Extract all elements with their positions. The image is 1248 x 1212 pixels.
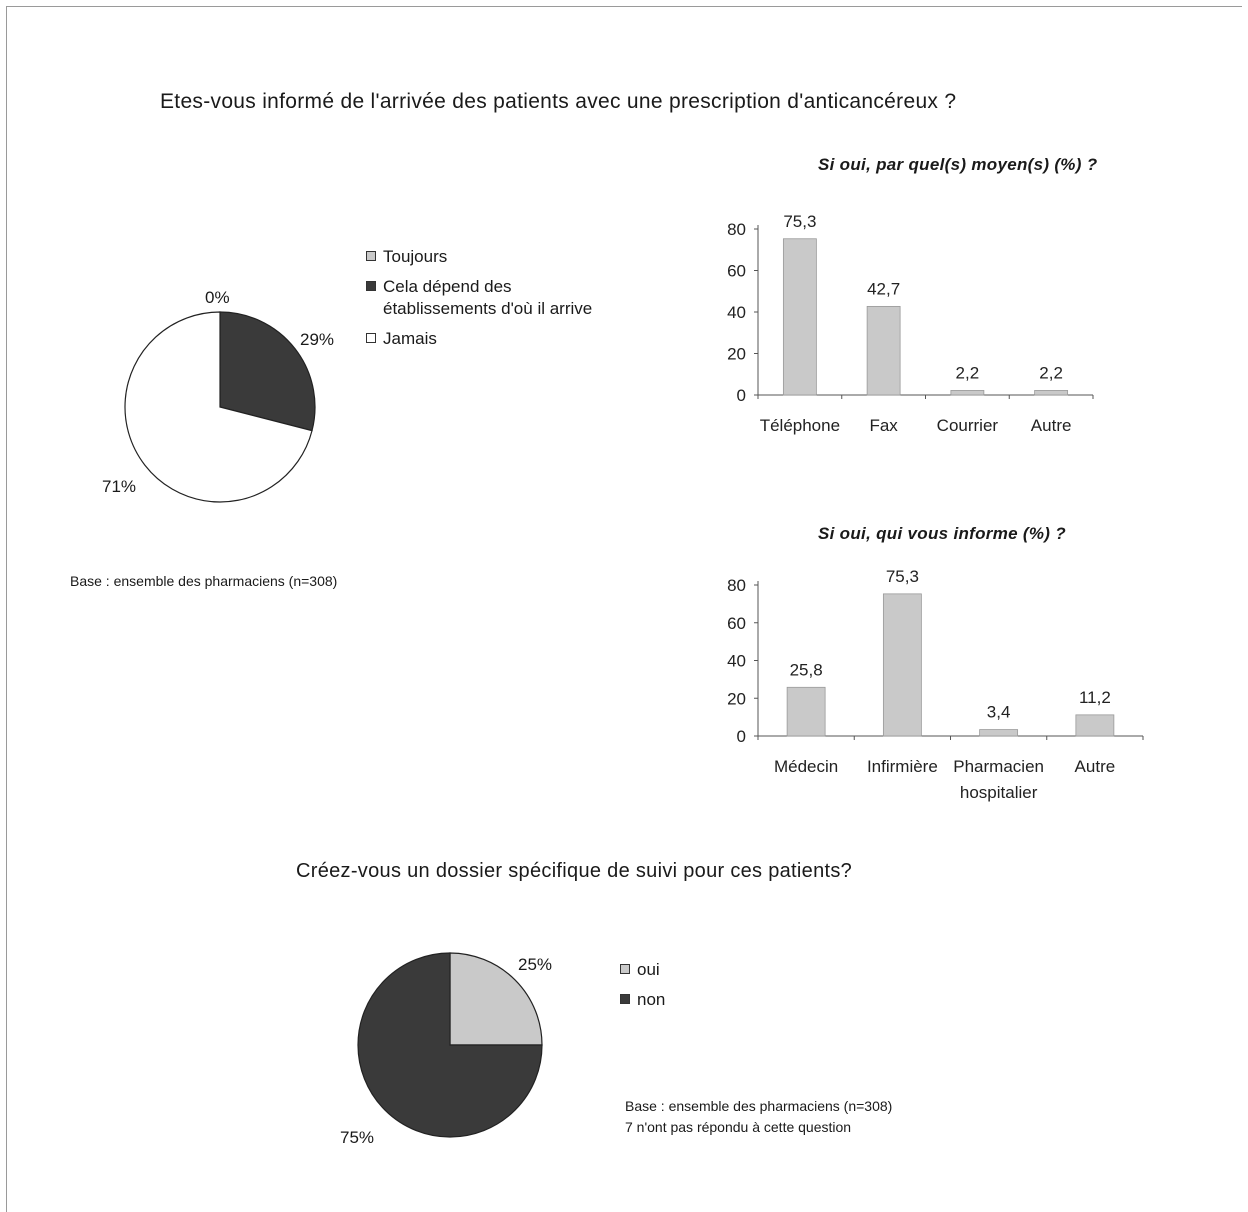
bar-chart-who-title: Si oui, qui vous informe (%) ? xyxy=(818,524,1066,543)
category-label: Téléphone xyxy=(760,416,840,435)
pie-slice-2 xyxy=(124,311,313,503)
page-frame xyxy=(6,6,1242,1212)
pie-value-label: 0% xyxy=(205,288,230,307)
category-label: Pharmacien xyxy=(953,757,1044,776)
bar-value-label: 2,2 xyxy=(956,363,980,382)
category-label: hospitalier xyxy=(960,783,1038,802)
second-title: Créez-vous un dossier spécifique de suiv… xyxy=(296,860,853,882)
bar-chart-who: 0 20 40 60 80 25,8 Médecin 75,3 Infirmière 3,4 Pha… xyxy=(727,567,1144,802)
pie-chart-dossier xyxy=(357,952,543,1138)
pie-legend-dossier: oui non xyxy=(620,959,740,1019)
y-tick-label: 40 xyxy=(727,303,746,322)
pie-value-label: 71% xyxy=(102,477,137,496)
pie-slice-1 xyxy=(219,311,316,432)
legend-item: non xyxy=(620,989,740,1011)
legend-swatch xyxy=(366,251,376,261)
legend-label: oui xyxy=(637,960,660,979)
legend-item: Toujours xyxy=(366,246,646,268)
main-title: Etes-vous informé de l'arrivée des patie… xyxy=(160,90,957,113)
legend-swatch xyxy=(366,281,376,291)
bar xyxy=(979,729,1019,737)
bar-value-label: 2,2 xyxy=(1039,363,1063,382)
y-tick-label: 40 xyxy=(727,652,746,671)
category-label: Fax xyxy=(869,416,898,435)
nonresponse-note-line: 7 n'ont pas répondu à cette question xyxy=(625,1119,852,1135)
bar xyxy=(950,390,985,396)
y-tick-label: 20 xyxy=(727,345,746,364)
bar xyxy=(786,686,826,737)
category-label: Infirmière xyxy=(867,757,938,776)
category-label: Autre xyxy=(1031,416,1072,435)
legend-label: Cela dépend des xyxy=(383,277,512,296)
legend-item: oui xyxy=(620,959,740,981)
pie-chart-informed xyxy=(124,311,316,503)
bar xyxy=(882,593,922,737)
bar xyxy=(1075,714,1115,737)
base-note-line: Base : ensemble des pharmaciens (n=308) xyxy=(625,1098,893,1114)
base-note-bottom: Base : ensemble des pharmaciens (n=308) … xyxy=(625,1096,892,1138)
pie-slice-1 xyxy=(357,952,543,1138)
y-tick-label: 0 xyxy=(737,386,746,405)
bar xyxy=(866,305,901,396)
y-tick-label: 20 xyxy=(727,689,746,708)
bar xyxy=(782,238,817,396)
bar xyxy=(1034,390,1069,396)
pie-value-label: 29% xyxy=(300,330,335,349)
bar-value-label: 3,4 xyxy=(987,703,1011,722)
pie-value-label: 75% xyxy=(340,1128,375,1147)
pie-slice-0 xyxy=(449,952,543,1046)
base-note-top: Base : ensemble des pharmaciens (n=308) xyxy=(70,573,338,589)
bar-chart-means-title: Si oui, par quel(s) moyen(s) (%) ? xyxy=(818,155,1098,174)
bar-value-label: 11,2 xyxy=(1079,688,1111,707)
bar-value-label: 75,3 xyxy=(783,212,816,231)
legend-swatch xyxy=(366,333,376,343)
pie-legend-informed: Toujours Cela dépend des établissements d'… xyxy=(366,246,646,358)
category-label: Courrier xyxy=(937,416,999,435)
y-tick-label: 80 xyxy=(727,220,746,239)
pie-value-label: 25% xyxy=(518,955,553,974)
category-label: Autre xyxy=(1075,757,1116,776)
bar-value-label: 42,7 xyxy=(867,279,900,298)
legend-item: Cela dépend des établissements d'où il ar… xyxy=(366,276,646,320)
legend-label: non xyxy=(637,990,666,1009)
legend-item: Jamais xyxy=(366,328,646,350)
legend-swatch xyxy=(620,994,630,1004)
bar-value-label: 25,8 xyxy=(790,660,823,679)
y-tick-label: 80 xyxy=(727,576,746,595)
legend-label: Jamais xyxy=(383,329,437,348)
y-tick-label: 60 xyxy=(727,262,746,281)
legend-label: Toujours xyxy=(383,247,448,266)
bar-value-label: 75,3 xyxy=(886,567,919,586)
category-label: Médecin xyxy=(774,757,838,776)
legend-label: établissements d'où il arrive xyxy=(383,299,593,318)
bar-chart-means: 0 20 40 60 80 75,3 Téléphone 42,7 Fax 2,2 Courrier… xyxy=(727,212,1094,435)
y-tick-label: 60 xyxy=(727,614,746,633)
y-tick-label: 0 xyxy=(737,727,746,746)
legend-swatch xyxy=(620,964,630,974)
